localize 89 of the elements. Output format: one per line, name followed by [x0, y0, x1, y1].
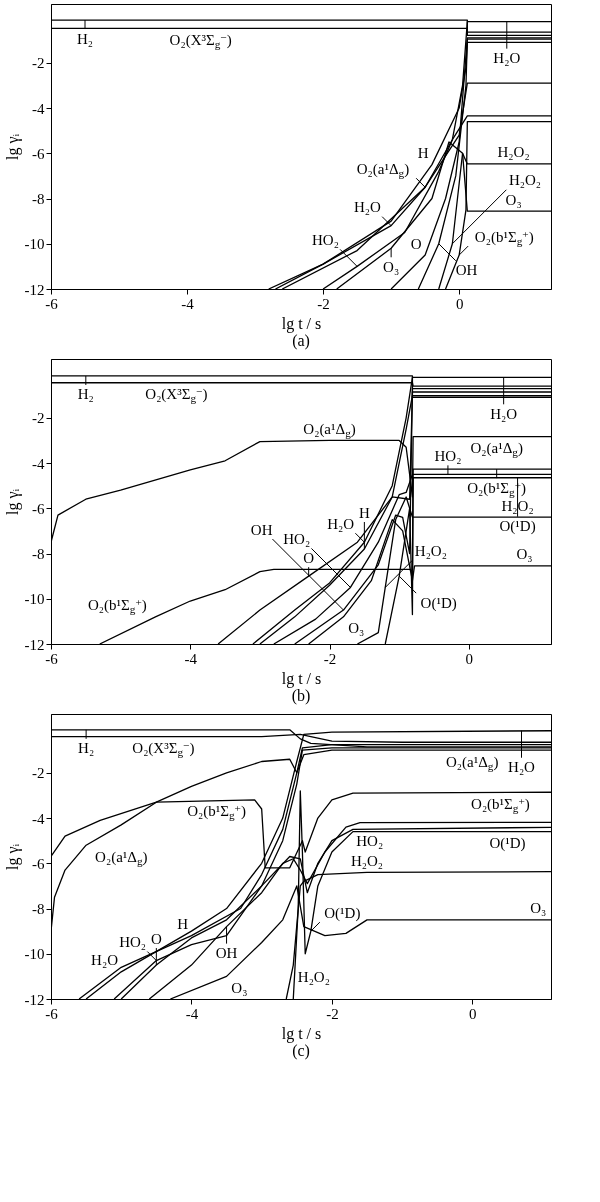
y-axis-title: lg γᵢ: [3, 488, 22, 516]
y-tick-label: -2: [32, 55, 45, 72]
x-tick-label: -4: [181, 295, 195, 312]
annotation: HO₂: [434, 447, 462, 464]
annotation: O₃: [231, 979, 248, 996]
y-tick-label: -2: [32, 410, 45, 427]
annotation: HO₂: [356, 832, 384, 849]
annotation: O: [410, 235, 422, 252]
annotation: O(¹D): [489, 835, 526, 853]
x-tick-label: -2: [323, 650, 337, 667]
annotation: O₂(a¹Δ$_{g}$): [303, 420, 356, 439]
annotation: H₂O: [327, 515, 355, 532]
annotation: O₃: [505, 191, 522, 208]
annotation: H₂O₂: [350, 852, 384, 869]
annotation: O₂(b¹Σ$_{g}$$^{+}$): [187, 802, 246, 822]
y-tick-label: -4: [32, 810, 45, 827]
y-tick-label: -6: [32, 500, 45, 517]
x-tick-label: -2: [326, 1005, 339, 1022]
annotation: O: [303, 549, 315, 566]
y-axis-title: lg γᵢ: [3, 133, 22, 161]
y-tick-label: -12: [24, 281, 45, 298]
y-axis-title: lg γᵢ: [3, 843, 22, 871]
x-tick-label: -4: [185, 1005, 199, 1022]
annotation: HO₂: [119, 934, 147, 951]
text: (a): [292, 332, 310, 350]
annotation: H₂: [77, 386, 94, 403]
annotation: O₂(X³Σ$_{g}$$^{−}$): [145, 384, 208, 404]
x-tick-label: -2: [317, 295, 330, 312]
annotation: H₂O: [91, 952, 119, 969]
y-tick-label: -8: [32, 191, 45, 208]
text: (b): [291, 687, 311, 705]
annotation: O₃: [530, 900, 547, 917]
y-tick-label: -10: [24, 591, 45, 608]
annotation: O₂(b¹Σ$_{g}$$^{+}$): [471, 794, 530, 814]
x-tick-label: -4: [184, 650, 198, 667]
y-tick-label: -10: [24, 946, 45, 963]
x-tick-label: 0: [465, 650, 474, 667]
annotation: O₂(b¹Σ$_{g}$$^{+}$): [87, 595, 147, 616]
annotation: O₂(a¹Δ$_{g}$): [95, 848, 148, 867]
annotation: O: [150, 930, 162, 947]
annotation: HO₂: [311, 231, 339, 248]
annotation: O₂(X³Σ$_{g}$$^{−}$): [132, 738, 195, 758]
annotation: H₂O: [490, 405, 518, 422]
y-tick-label: -2: [32, 765, 45, 782]
annotation: H₂O: [508, 759, 536, 776]
annotation: O(¹D): [499, 518, 536, 536]
annotation: OH: [455, 262, 478, 279]
annotation: H₂O₂: [297, 968, 330, 985]
annotation: H: [358, 504, 370, 521]
annotation: O₃: [348, 620, 365, 637]
annotation: HO₂: [283, 530, 311, 547]
y-tick-label: -12: [24, 991, 45, 1008]
annotation: H₂O₂: [497, 144, 530, 161]
annotation: O₃: [383, 258, 400, 275]
x-axis-title: lg t / s: [281, 1024, 322, 1043]
annotation: O₃: [516, 546, 533, 563]
y-tick-label: -6: [32, 855, 45, 872]
annotation: H₂O: [493, 50, 521, 67]
annotation: H₂O₂: [414, 542, 447, 559]
annotation: OH: [215, 945, 238, 962]
annotation: H: [417, 145, 429, 162]
annotation: H₂: [78, 740, 95, 757]
x-tick-label: -6: [45, 1005, 59, 1022]
y-tick-label: -4: [32, 100, 45, 117]
y-tick-label: -6: [32, 145, 45, 162]
text: (c): [292, 1042, 310, 1060]
y-tick-label: -4: [32, 455, 45, 472]
y-tick-label: -8: [32, 901, 45, 918]
annotation: O₂(a¹Δ$_{g}$): [470, 440, 523, 458]
y-tick-label: -8: [32, 546, 45, 563]
annotation: O₂(a¹Δ$_{g}$): [356, 160, 410, 179]
annotation: O(¹D): [420, 594, 457, 612]
x-tick-label: 0: [455, 295, 464, 312]
x-axis-title: lg t / s: [281, 669, 322, 688]
annotation: OH: [250, 521, 273, 538]
x-axis-title: lg t / s: [281, 314, 322, 333]
y-tick-label: -10: [24, 236, 45, 253]
y-tick-label: -12: [24, 636, 45, 653]
annotation: H₂O: [353, 199, 382, 216]
annotation: O₂(X³Σ$_{g}$$^{−}$): [169, 30, 232, 50]
annotation: O₂(a¹Δ$_{g}$): [446, 753, 499, 772]
x-tick-label: -6: [45, 650, 59, 667]
annotation: O₂(b¹Σ$_{g}$$^{+}$): [474, 227, 534, 247]
annotation: O(¹D): [324, 904, 361, 922]
annotation: H: [177, 916, 189, 933]
annotation: H₂: [76, 30, 94, 47]
x-tick-label: -6: [45, 295, 59, 312]
annotation: H₂O₂: [508, 172, 542, 189]
x-tick-label: 0: [469, 1005, 477, 1022]
